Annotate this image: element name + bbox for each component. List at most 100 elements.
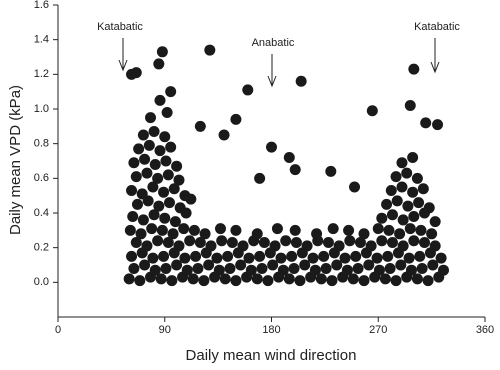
point: [299, 259, 311, 271]
point: [401, 167, 413, 179]
point: [254, 172, 266, 184]
point: [162, 169, 174, 181]
point: [211, 252, 223, 264]
point: [372, 223, 384, 235]
point: [384, 262, 396, 274]
point: [145, 112, 157, 124]
y-tick-label: 0.4: [34, 207, 49, 219]
point: [411, 273, 423, 285]
point: [283, 152, 295, 164]
point: [390, 275, 402, 287]
point: [289, 224, 301, 236]
point: [152, 235, 164, 247]
point: [386, 209, 398, 221]
point: [403, 252, 415, 264]
y-tick-label: 1.0: [34, 103, 49, 115]
point: [327, 223, 339, 235]
x-tick-label: 180: [262, 324, 280, 336]
y-axis-label: Daily mean VPD (kPa): [7, 85, 24, 235]
point: [163, 197, 175, 209]
point: [149, 264, 161, 276]
point: [283, 273, 295, 285]
point: [381, 198, 393, 210]
point: [159, 131, 171, 143]
point: [160, 155, 172, 167]
point: [131, 198, 143, 210]
annotation-arrow: [267, 54, 277, 88]
point: [315, 273, 327, 285]
point: [192, 262, 204, 274]
point: [155, 273, 167, 285]
point: [158, 186, 170, 198]
point: [341, 264, 353, 276]
point: [224, 262, 236, 274]
point: [156, 46, 168, 58]
point: [141, 240, 153, 252]
point: [402, 200, 414, 212]
point: [126, 250, 138, 262]
x-tick-label: 270: [369, 324, 387, 336]
point: [271, 223, 283, 235]
point: [230, 275, 242, 287]
x-tick-label: 0: [55, 324, 61, 336]
point: [395, 259, 407, 271]
x-tick-label: 90: [159, 324, 171, 336]
point: [382, 250, 394, 262]
point: [429, 240, 441, 252]
point: [127, 210, 139, 222]
point: [383, 224, 395, 236]
point: [214, 223, 226, 235]
point: [171, 259, 183, 271]
point: [311, 228, 323, 240]
point: [153, 58, 165, 70]
point: [194, 236, 206, 248]
point: [184, 235, 196, 247]
point: [423, 202, 435, 214]
point: [394, 228, 406, 240]
point: [230, 224, 242, 236]
annotation: Anabatic: [252, 37, 295, 49]
point: [148, 209, 160, 221]
point: [137, 129, 149, 141]
point: [397, 214, 409, 226]
point: [350, 250, 362, 262]
point: [166, 275, 178, 287]
point: [349, 181, 361, 193]
point: [251, 228, 263, 240]
x-tick-label: 360: [476, 324, 494, 336]
point: [235, 259, 247, 271]
point: [160, 262, 172, 274]
point: [203, 259, 215, 271]
point: [363, 259, 375, 271]
point: [179, 190, 191, 202]
point: [318, 250, 330, 262]
point: [262, 275, 274, 287]
point: [354, 236, 366, 248]
point: [427, 259, 439, 271]
y-tick-label: 0.2: [34, 242, 49, 254]
point: [254, 250, 266, 262]
point: [320, 262, 332, 274]
annotation-arrow: [118, 38, 128, 72]
point: [397, 240, 409, 252]
point: [162, 236, 174, 248]
point: [301, 240, 313, 252]
point: [347, 273, 359, 285]
point: [288, 262, 300, 274]
point: [168, 183, 180, 195]
point: [307, 252, 319, 264]
point: [173, 174, 185, 186]
annotation: Katabatic: [414, 21, 460, 33]
y-tick-label: 1.4: [34, 34, 49, 46]
point: [385, 184, 397, 196]
point: [379, 273, 391, 285]
point: [204, 44, 216, 56]
point: [339, 252, 351, 264]
point: [126, 184, 138, 196]
point: [404, 100, 416, 112]
point: [408, 63, 420, 75]
point: [386, 236, 398, 248]
y-tick-label: 0.0: [34, 276, 49, 288]
point: [156, 224, 168, 236]
